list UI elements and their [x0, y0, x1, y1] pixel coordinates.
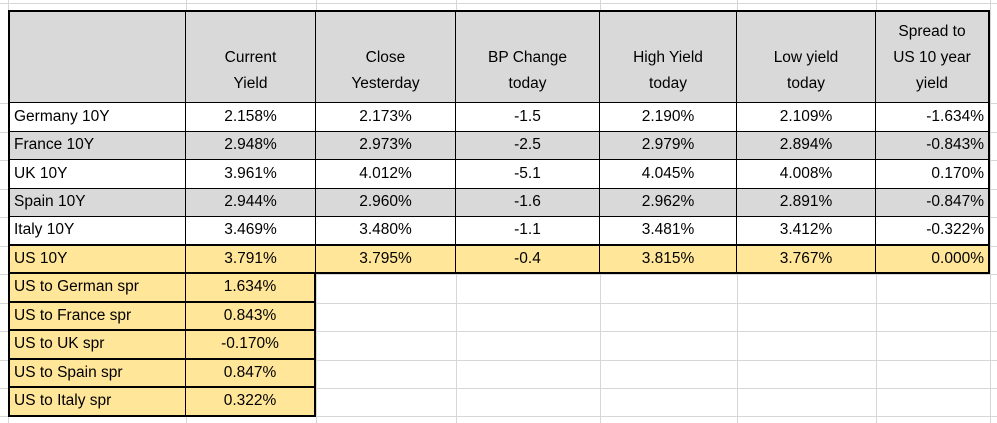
cell-us-low[interactable]: 3.767%: [737, 245, 876, 274]
header-cell-low-yield[interactable]: Low yield today: [737, 10, 876, 103]
cell-uk-low[interactable]: 4.008%: [737, 160, 876, 189]
cell-germany-spread[interactable]: -1.634%: [876, 103, 990, 132]
row-label-us-france-spr[interactable]: US to France spr: [8, 302, 186, 331]
row-label-italy[interactable]: Italy 10Y: [8, 217, 186, 246]
cell-italy-high[interactable]: 3.481%: [600, 217, 737, 246]
cell-spain-current[interactable]: 2.944%: [186, 188, 316, 217]
cell-germany-low[interactable]: 2.109%: [737, 103, 876, 132]
cell-spain-close[interactable]: 2.960%: [316, 188, 456, 217]
cell-us-close[interactable]: 3.795%: [316, 245, 456, 274]
cell-italy-close[interactable]: 3.480%: [316, 217, 456, 246]
gridline-horizontal: [0, 388, 997, 389]
header-cell-high-yield[interactable]: High Yield today: [600, 10, 737, 103]
gridline-vertical: [990, 0, 991, 423]
empty-area: [316, 274, 990, 303]
cell-germany-current[interactable]: 2.158%: [186, 103, 316, 132]
gridline-horizontal: [0, 416, 997, 417]
cell-us-german-spr[interactable]: 1.634%: [186, 274, 316, 303]
cell-us-spain-spr[interactable]: 0.847%: [186, 359, 316, 388]
gridline-horizontal: [0, 360, 997, 361]
gridline-horizontal: [0, 331, 997, 332]
gridline-horizontal: [0, 274, 997, 275]
cell-germany-high[interactable]: 2.190%: [600, 103, 737, 132]
header-cell-spread[interactable]: Spread to US 10 year yield: [876, 10, 990, 103]
cell-france-bp-change[interactable]: -2.5: [456, 131, 600, 160]
empty-area: [316, 331, 990, 360]
cell-germany-bp-change[interactable]: -1.5: [456, 103, 600, 132]
cell-us-bp-change[interactable]: -0.4: [456, 245, 600, 274]
cell-us-uk-spr[interactable]: -0.170%: [186, 331, 316, 360]
cell-germany-close[interactable]: 2.173%: [316, 103, 456, 132]
cell-spain-spread[interactable]: -0.847%: [876, 188, 990, 217]
row-label-germany[interactable]: Germany 10Y: [8, 103, 186, 132]
cell-spain-low[interactable]: 2.891%: [737, 188, 876, 217]
cell-italy-current[interactable]: 3.469%: [186, 217, 316, 246]
row-label-us-uk-spr[interactable]: US to UK spr: [8, 331, 186, 360]
cell-uk-bp-change[interactable]: -5.1: [456, 160, 600, 189]
gridline-horizontal: [0, 3, 997, 4]
cell-italy-spread[interactable]: -0.322%: [876, 217, 990, 246]
cell-france-current[interactable]: 2.948%: [186, 131, 316, 160]
row-label-spain[interactable]: Spain 10Y: [8, 188, 186, 217]
cell-france-spread[interactable]: -0.843%: [876, 131, 990, 160]
row-label-france[interactable]: France 10Y: [8, 131, 186, 160]
row-label-uk[interactable]: UK 10Y: [8, 160, 186, 189]
empty-area: [316, 388, 990, 417]
cell-uk-high[interactable]: 4.045%: [600, 160, 737, 189]
cell-us-high[interactable]: 3.815%: [600, 245, 737, 274]
cell-uk-spread[interactable]: 0.170%: [876, 160, 990, 189]
cell-france-close[interactable]: 2.973%: [316, 131, 456, 160]
row-label-us-german-spr[interactable]: US to German spr: [8, 274, 186, 303]
cell-france-low[interactable]: 2.894%: [737, 131, 876, 160]
cell-spain-bp-change[interactable]: -1.6: [456, 188, 600, 217]
row-label-us-spain-spr[interactable]: US to Spain spr: [8, 359, 186, 388]
row-label-us-italy-spr[interactable]: US to Italy spr: [8, 388, 186, 417]
cell-us-current[interactable]: 3.791%: [186, 245, 316, 274]
header-cell-blank[interactable]: [8, 10, 186, 103]
cell-spain-high[interactable]: 2.962%: [600, 188, 737, 217]
header-cell-close-yesterday[interactable]: Close Yesterday: [316, 10, 456, 103]
empty-area: [316, 360, 990, 389]
cell-us-italy-spr[interactable]: 0.322%: [186, 388, 316, 417]
cell-uk-close[interactable]: 4.012%: [316, 160, 456, 189]
header-cell-bp-change[interactable]: BP Change today: [456, 10, 600, 103]
cell-us-spread[interactable]: 0.000%: [876, 245, 990, 274]
cell-italy-bp-change[interactable]: -1.1: [456, 217, 600, 246]
gridline-horizontal: [0, 303, 997, 304]
row-label-us[interactable]: US 10Y: [8, 245, 186, 274]
header-cell-current-yield[interactable]: Current Yield: [186, 10, 316, 103]
yield-table: Current Yield Close Yesterday BP Change …: [8, 10, 990, 417]
cell-uk-current[interactable]: 3.961%: [186, 160, 316, 189]
cell-italy-low[interactable]: 3.412%: [737, 217, 876, 246]
empty-area: [316, 303, 990, 332]
cell-us-france-spr[interactable]: 0.843%: [186, 302, 316, 331]
cell-france-high[interactable]: 2.979%: [600, 131, 737, 160]
